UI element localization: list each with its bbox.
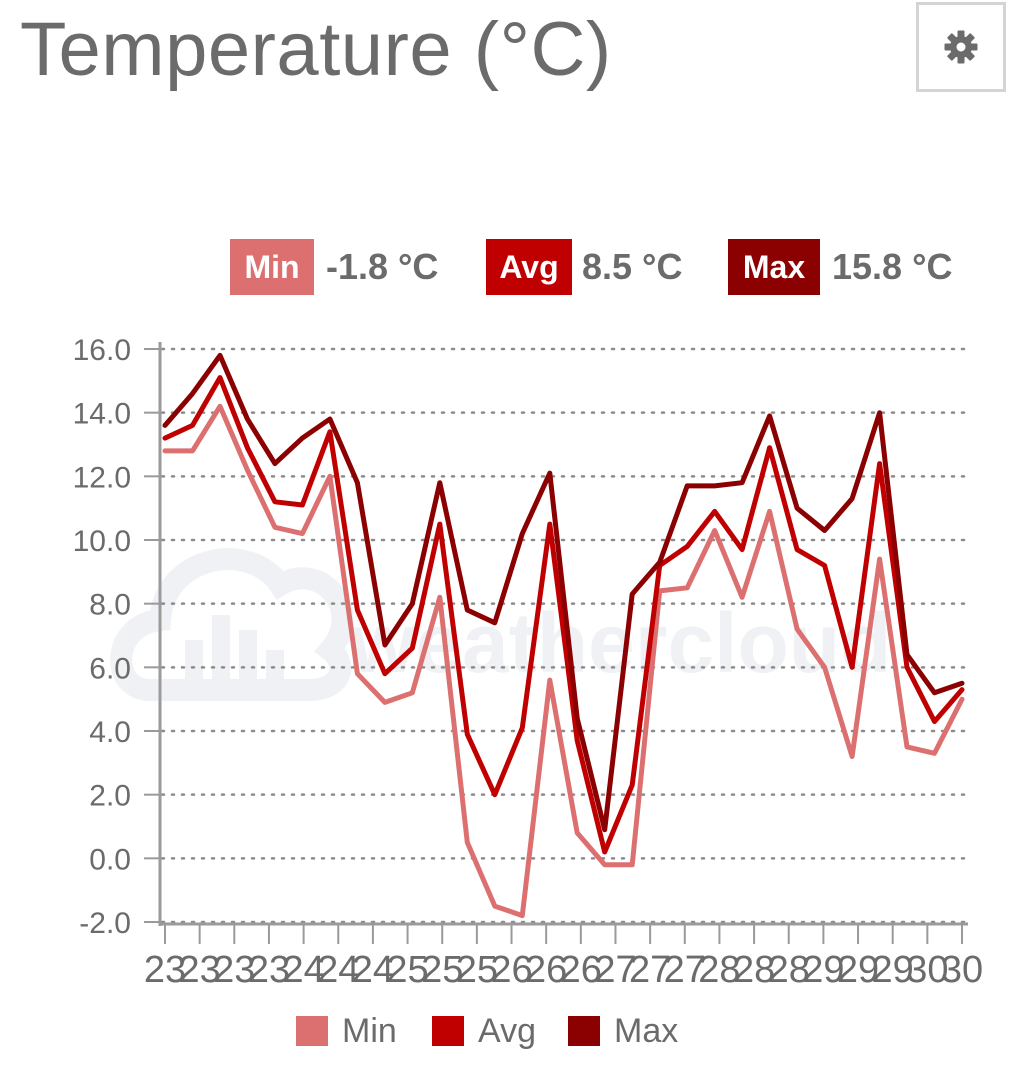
y-tick-label: 8.0 bbox=[89, 589, 131, 622]
x-tick-label: 27 bbox=[664, 949, 706, 991]
x-tick-label: 28 bbox=[698, 949, 740, 991]
cloud-logo-icon bbox=[110, 548, 354, 701]
y-tick-label: 4.0 bbox=[89, 716, 131, 749]
chart-legend: Min Avg Max bbox=[0, 1008, 1015, 1054]
x-tick-label: 25 bbox=[456, 949, 498, 991]
legend-item-max[interactable]: Max bbox=[568, 1008, 678, 1054]
series-line-avg bbox=[162, 375, 965, 855]
legend-item-avg[interactable]: Avg bbox=[432, 1008, 536, 1054]
y-tick-label: 12.0 bbox=[73, 461, 131, 494]
x-tick-label: 26 bbox=[560, 949, 602, 991]
x-tick-label: 23 bbox=[179, 949, 221, 991]
x-tick-label: 27 bbox=[629, 949, 671, 991]
x-tick-label: 29 bbox=[837, 949, 879, 991]
x-tick-label: 28 bbox=[768, 949, 810, 991]
min-value: -1.8 °C bbox=[326, 246, 439, 287]
x-tick-label: 30 bbox=[906, 949, 948, 991]
y-tick-label: 10.0 bbox=[73, 525, 131, 558]
page-title: Temperature (°C) bbox=[20, 7, 612, 92]
y-tick-label: 0.0 bbox=[89, 843, 131, 876]
x-tick-label: 29 bbox=[802, 949, 844, 991]
stats-summary: Min -1.8 °C Avg 8.5 °C Max 15.8 °C bbox=[0, 239, 1015, 295]
x-tick-label: 30 bbox=[941, 949, 983, 991]
x-tick-label: 23 bbox=[248, 949, 290, 991]
series-line-min bbox=[162, 403, 965, 919]
x-tick-label: 23 bbox=[213, 949, 255, 991]
y-tick-label: 16.0 bbox=[73, 334, 131, 367]
legend-label-avg: Avg bbox=[478, 1011, 536, 1050]
x-tick-label: 26 bbox=[525, 949, 567, 991]
settings-button[interactable] bbox=[916, 2, 1006, 92]
x-tick-label: 28 bbox=[733, 949, 775, 991]
x-tick-label: 26 bbox=[490, 949, 532, 991]
x-tick-label: 24 bbox=[317, 949, 359, 991]
y-tick-label: 2.0 bbox=[89, 780, 131, 813]
min-badge: Min bbox=[230, 239, 314, 295]
x-tick-label: 29 bbox=[872, 949, 914, 991]
max-value: 15.8 °C bbox=[832, 246, 953, 287]
legend-swatch-min bbox=[296, 1016, 328, 1046]
max-badge: Max bbox=[728, 239, 820, 295]
avg-value: 8.5 °C bbox=[582, 246, 683, 287]
y-tick-label: -2.0 bbox=[79, 907, 131, 940]
y-tick-label: 14.0 bbox=[73, 398, 131, 431]
gear-icon bbox=[944, 30, 978, 64]
x-tick-label: 25 bbox=[386, 949, 428, 991]
x-tick-label: 24 bbox=[282, 949, 324, 991]
y-tick-label: 6.0 bbox=[89, 652, 131, 685]
legend-swatch-avg bbox=[432, 1016, 464, 1046]
x-tick-label: 25 bbox=[421, 949, 463, 991]
legend-swatch-max bbox=[568, 1016, 600, 1046]
x-tick-label: 23 bbox=[144, 949, 186, 991]
legend-label-min: Min bbox=[342, 1011, 397, 1050]
x-tick-label: 27 bbox=[594, 949, 636, 991]
series-line-max bbox=[162, 352, 965, 833]
avg-badge: Avg bbox=[486, 239, 572, 295]
x-tick-label: 24 bbox=[352, 949, 394, 991]
legend-item-min[interactable]: Min bbox=[296, 1008, 397, 1054]
legend-label-max: Max bbox=[614, 1011, 679, 1050]
